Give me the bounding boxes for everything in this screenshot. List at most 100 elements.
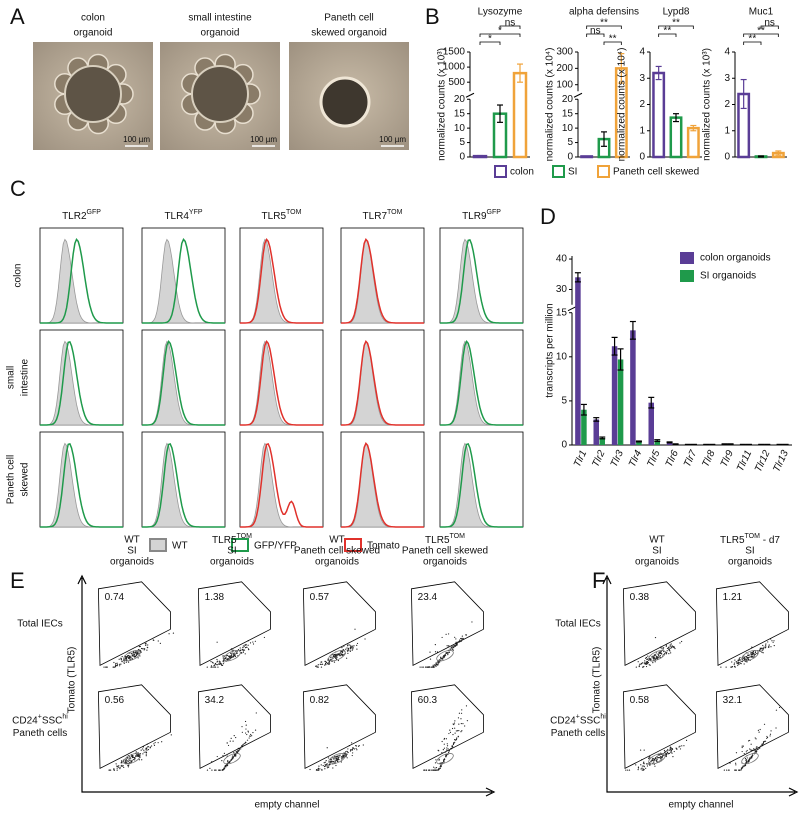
- event-dot: [461, 635, 463, 637]
- bar: [512, 71, 528, 159]
- gate-percentage: 1.38: [205, 592, 225, 603]
- gate-percentage: 23.4: [418, 592, 438, 603]
- legend-label: SI organoids: [700, 271, 756, 282]
- density-contour: [741, 753, 759, 765]
- event-dot: [217, 660, 219, 662]
- event-dot: [453, 644, 455, 647]
- event-dot: [656, 756, 658, 759]
- event-dot: [642, 762, 645, 764]
- event-dot: [660, 650, 662, 652]
- event-dot: [331, 656, 333, 658]
- event-dot: [448, 651, 451, 653]
- significance-label: ns: [764, 18, 775, 29]
- event-dot: [246, 646, 248, 649]
- event-dot: [766, 735, 768, 738]
- event-dot: [627, 769, 629, 771]
- event-dot: [216, 755, 218, 758]
- event-dot: [341, 653, 343, 655]
- reporter-histogram: [40, 340, 123, 426]
- event-dot: [452, 646, 455, 649]
- density-contour: [741, 650, 759, 662]
- event-dot: [659, 651, 661, 653]
- event-dot: [457, 736, 460, 738]
- event-dot: [438, 767, 440, 769]
- flow-plot: 0.57: [302, 581, 376, 668]
- event-dot: [323, 762, 325, 764]
- event-dot: [764, 647, 767, 649]
- event-dot: [130, 760, 132, 762]
- row-label-sup: hi: [62, 714, 68, 721]
- event-dot: [762, 741, 765, 743]
- column-header: WT: [329, 535, 345, 546]
- event-dot: [115, 665, 117, 667]
- event-dot: [340, 654, 342, 657]
- event-dot: [149, 747, 151, 749]
- event-dot: [142, 648, 144, 650]
- event-dot: [435, 767, 438, 769]
- event-dot: [647, 655, 649, 657]
- event-dot: [742, 745, 744, 747]
- event-dot: [146, 646, 148, 648]
- row-label: CD24+SSChi: [550, 714, 606, 726]
- event-dot: [222, 655, 224, 657]
- event-dot: [434, 644, 436, 646]
- event-dot: [446, 645, 448, 647]
- event-dot: [339, 653, 341, 655]
- event-dot: [231, 656, 233, 658]
- event-dot: [658, 754, 661, 756]
- event-dot: [738, 661, 740, 663]
- event-dot: [135, 651, 137, 653]
- event-dot: [322, 764, 324, 767]
- event-dot: [656, 761, 658, 763]
- event-dot: [685, 739, 688, 742]
- event-dot: [762, 652, 764, 654]
- gate-percentage: 1.21: [723, 592, 743, 603]
- event-dot: [113, 769, 115, 771]
- chart-title: alpha defensins: [569, 7, 639, 18]
- event-dot: [234, 654, 236, 656]
- event-dot: [251, 735, 253, 737]
- event-dot: [660, 652, 662, 654]
- event-dot: [334, 761, 336, 763]
- column-header: Paneth cell skewed: [402, 546, 488, 557]
- event-dot: [252, 643, 255, 645]
- event-dot: [146, 747, 148, 749]
- event-dot: [335, 758, 337, 760]
- event-dot: [637, 769, 639, 771]
- event-dot: [446, 754, 448, 756]
- event-dot: [738, 769, 741, 771]
- density-contour: [648, 650, 666, 662]
- event-dot: [127, 656, 129, 658]
- event-dot: [339, 754, 341, 756]
- y-axis-label: transcripts per million: [545, 303, 556, 397]
- event-dot: [125, 656, 127, 658]
- event-dot: [668, 752, 671, 754]
- event-dot: [429, 769, 431, 771]
- event-dot: [762, 644, 764, 647]
- event-dot: [770, 730, 772, 732]
- event-dot: [750, 652, 752, 654]
- row-label: CD24+SSChi: [12, 714, 68, 726]
- event-dot: [651, 656, 653, 658]
- event-dot: [771, 640, 773, 642]
- event-dot: [222, 660, 224, 662]
- event-dot: [118, 658, 120, 660]
- event-dot: [210, 666, 212, 668]
- reporter-histogram: [142, 442, 225, 528]
- event-dot: [345, 657, 348, 659]
- event-dot: [660, 647, 662, 649]
- significance-bracket: [586, 33, 605, 37]
- event-dot: [773, 640, 775, 642]
- x-tick-label: Tlr9: [719, 448, 736, 469]
- event-dot: [746, 757, 748, 759]
- event-dot: [749, 739, 751, 742]
- panel-label: F: [592, 568, 605, 593]
- event-dot: [639, 749, 642, 751]
- event-dot: [425, 769, 427, 771]
- event-dot: [337, 653, 339, 655]
- event-dot: [440, 658, 442, 660]
- event-dot: [669, 645, 671, 647]
- event-dot: [355, 747, 357, 750]
- event-dot: [211, 666, 213, 668]
- flow-plot: 1.21: [715, 581, 789, 668]
